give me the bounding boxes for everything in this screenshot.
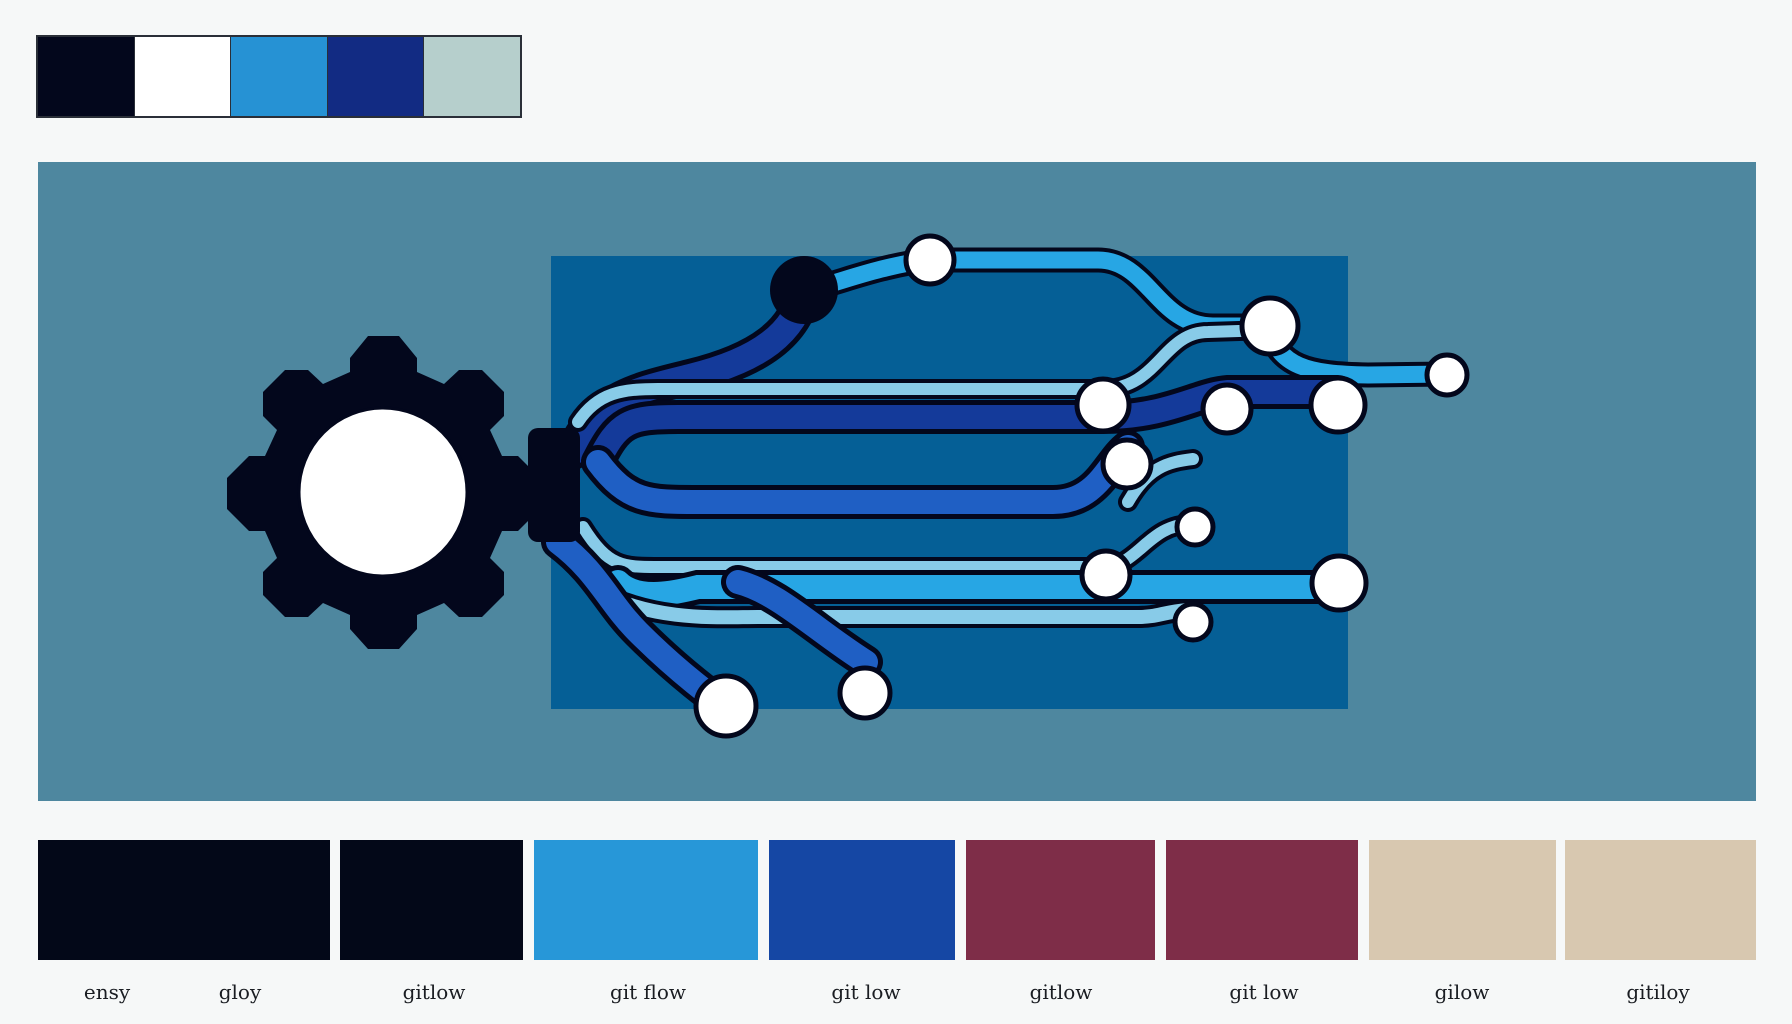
swatch-label-4: git flow xyxy=(609,980,687,1004)
top-swatch-white xyxy=(133,37,231,116)
commit-node-1 xyxy=(903,233,957,287)
git-flow-illustration xyxy=(38,162,1756,801)
branch-line-8-fill xyxy=(606,570,1350,606)
commit-node-8 xyxy=(1174,506,1216,548)
bottom-swatch-sand-2 xyxy=(1565,840,1756,960)
top-swatch-deep-blue xyxy=(326,37,424,116)
swatch-label-9: gitiloy xyxy=(1626,980,1690,1004)
top-color-palette xyxy=(36,35,522,118)
swatch-label-8: gilow xyxy=(1434,980,1490,1004)
commit-node-12 xyxy=(693,673,759,739)
branch-line-3-fill xyxy=(560,277,817,465)
bottom-color-palette xyxy=(38,840,1756,960)
bottom-swatch-royal-blue xyxy=(769,840,955,960)
branch-line-11-fill xyxy=(726,570,878,674)
top-swatch-navy-black xyxy=(38,37,134,116)
branch-nodes xyxy=(693,233,1470,739)
commit-node-5 xyxy=(1200,382,1254,436)
branch-line-12-fill xyxy=(1122,453,1199,508)
gear-hub xyxy=(297,406,469,578)
bottom-swatch-sky-blue xyxy=(534,840,758,960)
swatch-label-6: gitlow xyxy=(1029,980,1093,1004)
commit-node-9 xyxy=(1079,548,1133,602)
gear xyxy=(227,336,580,649)
git-flow-illustration-svg xyxy=(38,162,1756,801)
commit-node-13 xyxy=(837,665,893,721)
branch-root-node xyxy=(770,256,838,324)
commit-node-10 xyxy=(1309,553,1369,613)
bottom-swatch-navy-black-wide xyxy=(38,840,330,960)
swatch-label-2: gloy xyxy=(218,980,262,1004)
bottom-swatch-sand-1 xyxy=(1369,840,1556,960)
swatch-label-5: git low xyxy=(831,980,901,1004)
swatch-label-1: ensy xyxy=(83,980,131,1004)
bottom-swatch-burgundy-1 xyxy=(966,840,1155,960)
commit-node-6 xyxy=(1308,375,1368,435)
swatch-label-7: git low xyxy=(1229,980,1299,1004)
commit-node-7 xyxy=(1100,437,1154,491)
bottom-swatch-navy-black xyxy=(340,840,523,960)
branch-line-9-fill xyxy=(591,585,1195,625)
commit-node-11 xyxy=(1172,601,1214,643)
swatch-labels: ensy gloy gitlow git flow git low gitlow… xyxy=(0,980,1792,1014)
commit-node-4 xyxy=(1074,376,1132,434)
top-swatch-pale-grey-teal xyxy=(423,37,520,116)
commit-node-2 xyxy=(1239,295,1301,357)
top-swatch-sky-blue xyxy=(230,37,327,116)
commit-node-3 xyxy=(1424,352,1470,398)
bottom-swatch-burgundy-2 xyxy=(1166,840,1358,960)
gear-connector xyxy=(528,428,580,542)
swatch-label-3: gitlow xyxy=(402,980,466,1004)
